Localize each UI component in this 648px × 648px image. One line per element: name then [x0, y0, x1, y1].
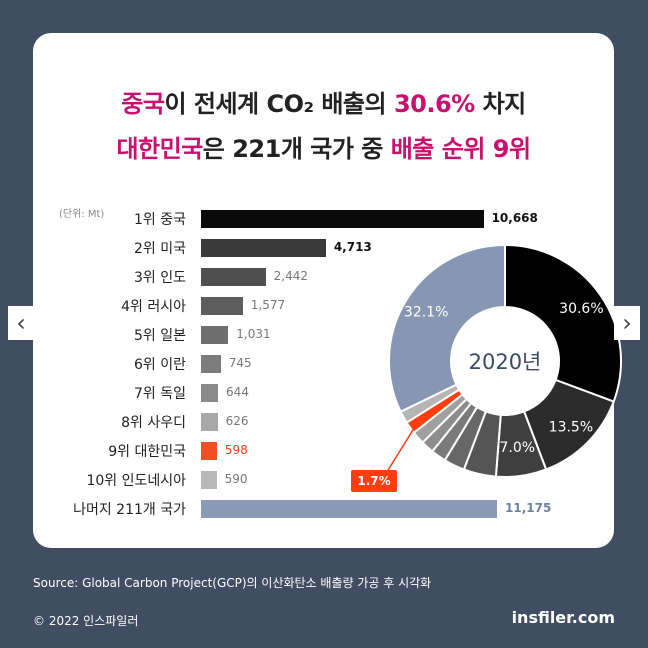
bar-label-6: 7위 독일 [134, 386, 186, 402]
donut-label-8: 1.7% [357, 474, 390, 488]
title-line-2: 대한민국은 221개 국가 중 배출 순위 9위 [33, 129, 614, 164]
prev-slide-button[interactable]: ‹ [8, 306, 34, 340]
title-text-end: 차지 [474, 90, 527, 118]
bar-6 [201, 384, 219, 402]
donut-label-0: 30.6% [559, 301, 603, 317]
bar-value-6: 644 [226, 385, 249, 399]
bar-value-4: 1,031 [236, 327, 271, 341]
next-slide-button[interactable]: › [614, 306, 640, 340]
title-line-1: 중국이 전세계 CO₂ 배출의 30.6% 차지 [33, 84, 614, 119]
bar-value-5: 745 [228, 356, 252, 370]
donut-slice-10 [388, 243, 506, 414]
bar-4 [201, 326, 229, 344]
unit-label: (단위: Mt) [59, 209, 105, 220]
copyright-text: © 2022 인스파일러 [33, 614, 139, 628]
bar-value-2: 2,442 [273, 269, 309, 283]
bar-10 [201, 500, 497, 518]
bar-label-1: 2위 미국 [134, 241, 186, 257]
title-highlight-china: 중국 [121, 90, 165, 118]
donut-chart: 30.6% 13.5% 7.0% 1.7% 32.1% 2020년 [351, 243, 622, 492]
bar-label-5: 6위 이란 [134, 357, 186, 373]
title-highlight-korea: 대한민국 [116, 135, 203, 163]
bar-5 [201, 355, 221, 373]
donut-label-10: 32.1% [404, 305, 448, 321]
bar-3 [201, 297, 243, 315]
bar-value-1: 4,713 [333, 240, 372, 254]
bar-value-9: 590 [224, 472, 248, 486]
bar-value-0: 10,668 [491, 211, 538, 225]
donut-center-label: 2020년 [469, 350, 542, 374]
title-text-2: 은 221개 국가 중 [202, 135, 391, 163]
bar-label-4: 5위 일본 [134, 328, 186, 344]
title-highlight-percent: 30.6% [393, 90, 475, 118]
bar-2 [201, 268, 266, 286]
title-text: 이 전세계 CO₂ 배출의 [164, 90, 394, 118]
donut-slice-0 [504, 243, 622, 403]
bar-7 [201, 413, 218, 431]
bar-label-9: 10위 인도네시아 [86, 473, 186, 489]
title-highlight-rank: 배출 순위 9위 [390, 135, 531, 163]
korea-callout-line [384, 421, 419, 476]
bar-value-8: 598 [224, 443, 248, 457]
korea-callout-box [351, 470, 397, 492]
donut-label-2: 7.0% [500, 440, 536, 456]
bar-label-7: 8위 사우디 [121, 415, 186, 431]
bar-8 [201, 442, 217, 460]
bar-value-10: 11,175 [505, 501, 552, 515]
bar-label-10: 나머지 211개 국가 [73, 502, 186, 518]
brand-link[interactable]: insfiler.com [511, 608, 615, 627]
bar-9 [201, 471, 217, 489]
bar-label-8: 9위 대한민국 [108, 444, 186, 460]
bar-value-7: 626 [225, 414, 249, 428]
bar-0 [201, 210, 484, 228]
bar-1 [201, 239, 326, 257]
source-text: Source: Global Carbon Project(GCP)의 이산화탄… [33, 576, 432, 590]
donut-label-1: 13.5% [549, 420, 593, 436]
bar-value-3: 1,577 [250, 298, 286, 312]
bar-label-0: 1위 중국 [134, 212, 186, 228]
bar-label-2: 3위 인도 [134, 270, 186, 286]
bar-label-3: 4위 러시아 [121, 299, 186, 315]
infographic-card: 중국이 전세계 CO₂ 배출의 30.6% 차지 대한민국은 221개 국가 중… [33, 33, 622, 548]
